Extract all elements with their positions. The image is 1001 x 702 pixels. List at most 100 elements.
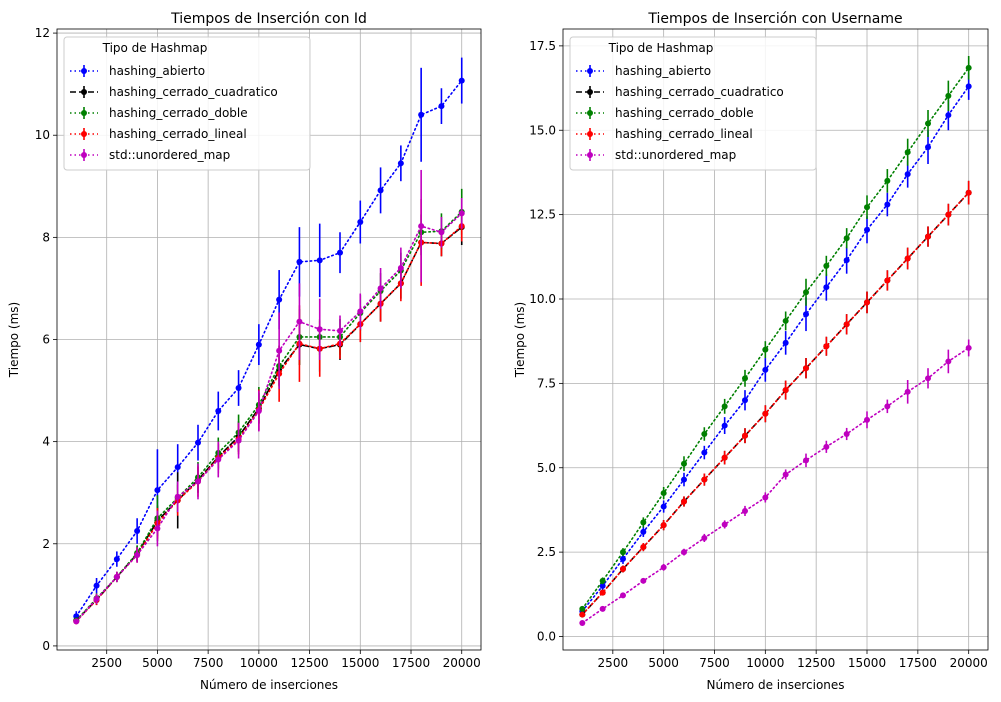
data-point: [741, 507, 748, 514]
data-point: [640, 519, 647, 526]
data-point: [721, 454, 728, 461]
legend-label: hashing_abierto: [615, 64, 711, 78]
data-point: [438, 103, 445, 110]
legend-title: Tipo de Hashmap: [608, 41, 714, 55]
legend-item: hashing_abierto: [576, 64, 711, 78]
data-point: [762, 366, 769, 373]
data-point: [235, 385, 242, 392]
legend-label: std::unordered_map: [109, 148, 230, 162]
series-3: [579, 56, 972, 612]
legend-item: hashing_cerrado_lineal: [576, 127, 753, 141]
series-5: [579, 339, 972, 626]
data-point: [397, 160, 404, 167]
y-tick-label: 2: [42, 537, 50, 551]
data-point: [741, 397, 748, 404]
series-line: [581, 85, 970, 612]
legend-marker: [587, 89, 593, 95]
x-tick-label: 12500: [290, 656, 328, 670]
data-point: [701, 431, 708, 437]
x-tick-label: 10000: [746, 656, 784, 670]
data-point: [316, 326, 323, 333]
data-point: [843, 235, 850, 242]
x-tick-label: 12500: [797, 656, 835, 670]
data-point: [762, 410, 769, 417]
data-point: [680, 498, 687, 505]
legend-item: hashing_cerrado_doble: [70, 106, 248, 120]
data-point: [721, 521, 728, 528]
data-point: [823, 443, 830, 450]
data-point: [701, 534, 708, 541]
data-point: [864, 204, 871, 211]
data-point: [357, 219, 364, 226]
data-point: [925, 233, 932, 240]
x-tick-label: 7500: [699, 656, 730, 670]
data-point: [255, 341, 262, 348]
x-tick-label: 15000: [341, 656, 379, 670]
chart-1: 2500 5000 7500 10000 12500 15000 17500 20000 0 2 4…: [7, 11, 482, 692]
legend-label: hashing_cerrado_lineal: [109, 127, 247, 141]
data-point: [762, 494, 769, 501]
x-tick-label: 15000: [848, 656, 886, 670]
legend-item: hashing_cerrado_cuadratico: [576, 85, 784, 99]
data-point: [721, 422, 728, 429]
axes-frame: [56, 28, 482, 651]
y-axis-label: Tiempo (ms): [7, 302, 21, 378]
y-tick-label: 0: [42, 639, 50, 653]
legend-item: hashing_abierto: [70, 64, 205, 78]
data-point: [174, 464, 181, 471]
data-point: [458, 210, 465, 217]
data-point: [134, 552, 141, 559]
series-line: [75, 79, 463, 618]
data-point: [316, 257, 323, 264]
legend-item: hashing_cerrado_doble: [576, 106, 754, 120]
data-point: [864, 416, 871, 423]
data-point: [276, 347, 283, 354]
data-point: [925, 375, 932, 382]
data-point: [945, 112, 952, 119]
legend-item: std::unordered_map: [70, 148, 230, 162]
data-point: [660, 522, 667, 529]
data-point: [965, 64, 972, 71]
x-tick-label: 2500: [91, 656, 122, 670]
data-point: [782, 317, 789, 324]
data-point: [660, 564, 667, 571]
data-point: [194, 478, 201, 485]
data-point: [843, 431, 850, 437]
data-point: [599, 605, 606, 612]
x-tick-label: 2500: [598, 656, 629, 670]
data-point: [619, 555, 626, 562]
y-tick-label: 12: [35, 26, 50, 40]
data-point: [377, 285, 384, 292]
x-tick-label: 5000: [648, 656, 679, 670]
data-point: [680, 476, 687, 483]
series-line: [75, 211, 463, 622]
data-point: [619, 566, 626, 572]
legend-label: hashing_cerrado_cuadratico: [615, 85, 784, 99]
data-point: [803, 457, 810, 464]
legend-title: Tipo de Hashmap: [102, 41, 208, 55]
data-point: [93, 595, 100, 602]
y-tick-label: 8: [42, 230, 50, 244]
data-point: [194, 439, 201, 446]
legend: Tipo de Hashmap hashing_abierto hashing_ce…: [63, 36, 311, 171]
axes-frame: [562, 28, 989, 651]
data-point: [884, 177, 891, 184]
y-tick-label: 0.0: [537, 630, 556, 644]
x-tick-label: 5000: [142, 656, 173, 670]
data-point: [276, 296, 283, 303]
series-4: [579, 180, 972, 618]
x-tick-label: 10000: [240, 656, 278, 670]
chart-2: 2500 5000 7500 10000 12500 15000 17500 20000 0.0…: [513, 11, 989, 692]
data-point: [215, 407, 222, 414]
data-point: [904, 255, 911, 262]
legend: Tipo de Hashmap hashing_abierto hashing_ce…: [569, 36, 817, 171]
data-point: [884, 277, 891, 284]
data-point: [579, 605, 586, 612]
data-point: [619, 549, 626, 556]
series-3: [73, 188, 465, 624]
data-point: [337, 327, 344, 334]
y-tick-label: 10: [35, 128, 50, 142]
data-point: [296, 258, 303, 265]
data-point: [904, 171, 911, 178]
